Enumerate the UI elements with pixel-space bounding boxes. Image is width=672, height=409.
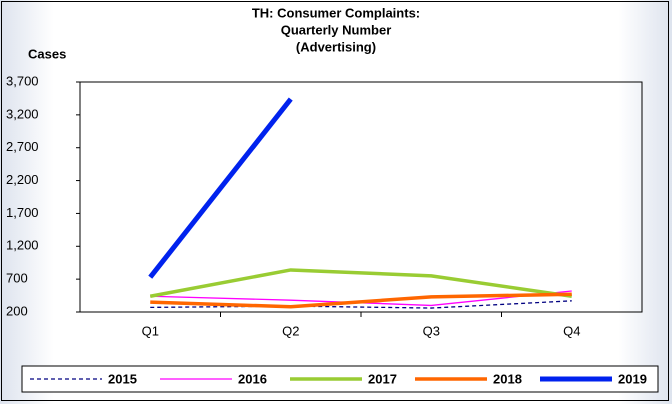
chart-frame	[1, 1, 669, 401]
y-tick-label: 200	[6, 303, 28, 318]
y-tick-label: 3,700	[6, 73, 39, 88]
x-tick-label: Q3	[423, 323, 440, 338]
y-tick-label: 700	[6, 271, 28, 286]
series-line	[150, 300, 572, 309]
y-tick-label: 3,200	[6, 106, 39, 121]
series-line	[149, 268, 573, 298]
x-tick-label: Q2	[282, 323, 299, 338]
chart-title: Quarterly Number	[281, 22, 392, 37]
series-line	[148, 97, 293, 279]
legend-label: 2016	[238, 371, 267, 386]
y-axis-label: Cases	[28, 46, 66, 61]
chart-title: TH: Consumer Complaints:	[252, 5, 420, 20]
series-line	[150, 292, 572, 309]
chart-title: (Advertising)	[296, 39, 376, 54]
legend-label: 2018	[493, 371, 522, 386]
legend-label: 2015	[108, 371, 137, 386]
legend-label: 2019	[618, 371, 647, 386]
legend-label: 2017	[368, 371, 397, 386]
y-tick-label: 2,200	[6, 172, 39, 187]
x-tick-label: Q4	[563, 323, 580, 338]
y-tick-label: 1,200	[6, 238, 39, 253]
x-tick-label: Q1	[142, 323, 159, 338]
y-tick-label: 2,700	[6, 139, 39, 154]
y-tick-label: 1,700	[6, 205, 39, 220]
